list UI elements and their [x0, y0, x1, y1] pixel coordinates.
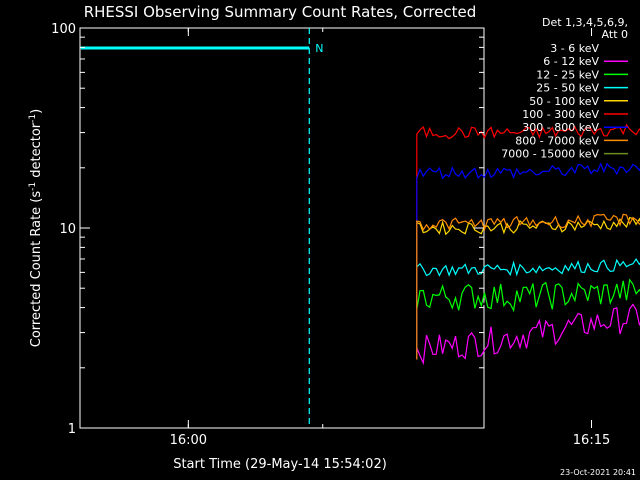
plot-area: NS 16:0016:1516:3016:4517:0017:1517:3011…: [51, 22, 640, 448]
legend-entry-label-4: 50 - 100 keV: [529, 95, 599, 108]
x-tick-label-0: 16:00: [170, 433, 207, 448]
flag-label-n: N: [315, 42, 323, 55]
y-tick-label-0: 1: [68, 422, 76, 437]
marker-layer: [308, 28, 310, 428]
y-tick-label-1: 10: [59, 222, 76, 237]
legend-entry-label-2: 12 - 25 keV: [536, 68, 599, 81]
footer-timestamp: 23-Oct-2021 20:41: [560, 468, 636, 477]
legend-entry-label-8: 7000 - 15000 keV: [501, 148, 599, 161]
legend-entry-label-6: 300 - 800 keV: [522, 121, 599, 134]
legend-entry-label-7: 800 - 7000 keV: [515, 134, 599, 147]
y-tick-label-2: 100: [51, 22, 76, 37]
y-axis-label-main: Corrected Count Rate (s: [29, 191, 44, 348]
y-axis-label-sup1: -1: [28, 182, 38, 191]
legend-header-attenuator: Att 0: [602, 28, 628, 41]
legend-entry-label-3: 25 - 50 keV: [536, 82, 599, 95]
ticks-layer: 16:0016:1516:3016:4517:0017:1517:3011010…: [51, 22, 610, 448]
y-axis-label-mid: detector: [29, 122, 44, 182]
flag-layer: NS: [80, 42, 324, 55]
y-axis-label: Corrected Count Rate (s-1 detector-1): [28, 109, 44, 347]
chart-title: RHESSI Observing Summary Count Rates, Co…: [84, 3, 477, 21]
legend-entry-label-0: 3 - 6 keV: [550, 42, 599, 55]
legend-entry-label-5: 100 - 300 keV: [522, 108, 599, 121]
x-axis-label: Start Time (29-May-14 15:54:02): [173, 457, 387, 472]
y-axis-label-sup2: -1: [28, 114, 38, 123]
x-tick-label-1: 16:15: [573, 433, 610, 448]
y-axis-label-end: ): [29, 109, 44, 114]
legend-header-detectors: Det 1,3,4,5,6,9,: [542, 16, 628, 29]
legend-entry-label-1: 6 - 12 keV: [543, 55, 599, 68]
